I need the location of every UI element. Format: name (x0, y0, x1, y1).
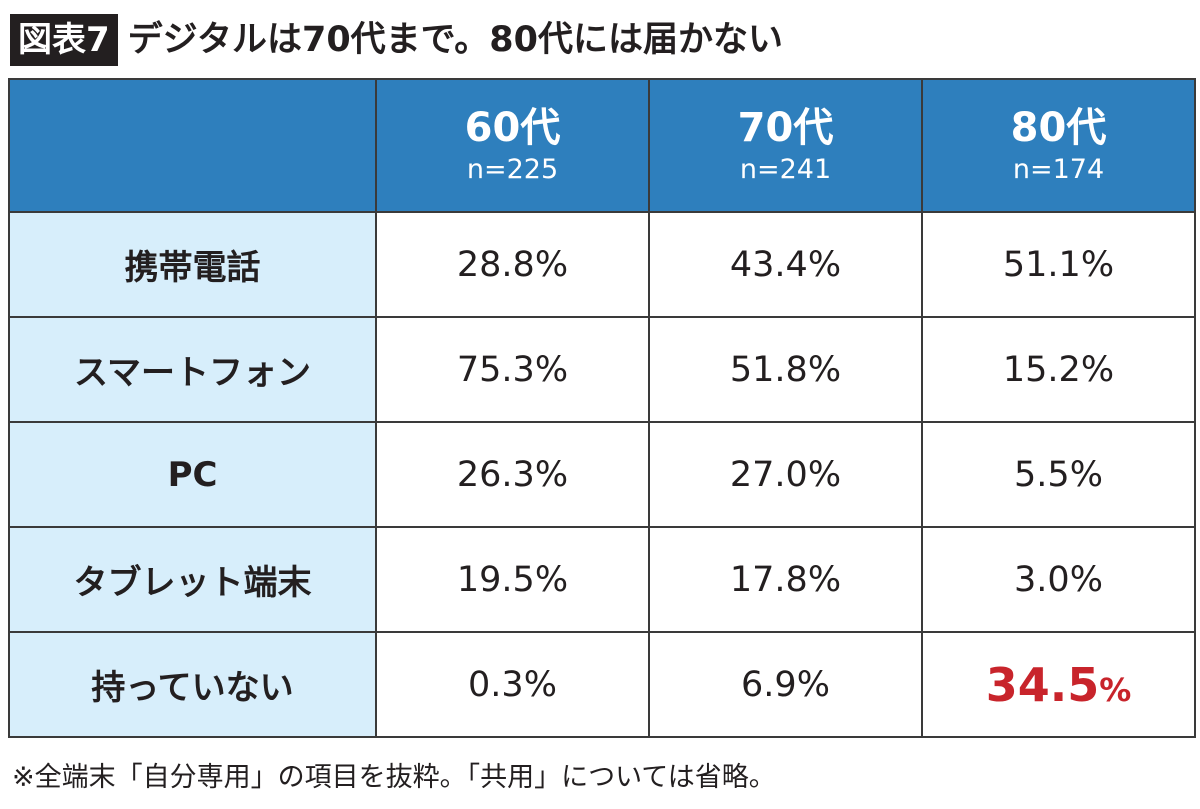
table-row: 携帯電話 28.8% 43.4% 51.1% (8, 211, 1196, 318)
percent-unit: % (1099, 670, 1132, 709)
percent-unit: % (1069, 559, 1103, 600)
column-header-80s: 80代 n=174 (921, 78, 1196, 213)
cell-value: 28.8 (456, 244, 535, 285)
cell-value: 51.8 (729, 349, 808, 390)
table-body: 携帯電話 28.8% 43.4% 51.1% スマートフォン 75.3% 51.8% 15.2… (8, 211, 1196, 738)
cell-value: 6.9 (741, 664, 797, 705)
row-label: 持っていない (8, 631, 377, 738)
row-label: 携帯電話 (8, 211, 377, 318)
percent-unit: % (534, 349, 569, 390)
value-cell-70s: 17.8% (648, 526, 923, 633)
value-cell-60s: 26.3% (375, 421, 650, 528)
cell-value: 3.0 (1014, 559, 1070, 600)
cell-value: 0.3 (468, 664, 524, 705)
row-label: タブレット端末 (8, 526, 377, 633)
value-cell-60s: 28.8% (375, 211, 650, 318)
cell-value: 26.3 (456, 454, 535, 495)
value-cell-70s: 6.9% (648, 631, 923, 738)
value-cell-60s: 0.3% (375, 631, 650, 738)
title-row: 図表7 デジタルは70代まで。80代には届かない (10, 12, 783, 68)
table-row: スマートフォン 75.3% 51.8% 15.2% (8, 316, 1196, 423)
cell-value: 17.8 (729, 559, 808, 600)
percent-unit: % (1080, 349, 1115, 390)
percent-unit: % (807, 559, 842, 600)
value-cell-80s: 5.5% (921, 421, 1196, 528)
table-row: 持っていない 0.3% 6.9% 34.5% (8, 631, 1196, 738)
table-row: タブレット端末 19.5% 17.8% 3.0% (8, 526, 1196, 633)
percent-unit: % (807, 244, 842, 285)
value-cell-60s: 75.3% (375, 316, 650, 423)
column-header-sample-size: n=174 (1012, 153, 1105, 185)
value-cell-70s: 27.0% (648, 421, 923, 528)
percent-unit: % (807, 454, 842, 495)
percent-unit: % (534, 244, 569, 285)
percent-unit: % (1069, 454, 1103, 495)
value-cell-80s: 3.0% (921, 526, 1196, 633)
value-cell-70s: 43.4% (648, 211, 923, 318)
percent-unit: % (534, 559, 569, 600)
percent-unit: % (1080, 244, 1115, 285)
percent-unit: % (807, 349, 842, 390)
cell-value: 15.2 (1002, 349, 1081, 390)
highlighted-value: 34.5 (985, 657, 1100, 712)
column-header-sample-size: n=225 (466, 153, 559, 185)
cell-value: 19.5 (456, 559, 535, 600)
row-label: PC (8, 421, 377, 528)
percent-unit: % (523, 664, 557, 705)
column-header-70s: 70代 n=241 (648, 78, 923, 213)
cell-value: 5.5 (1014, 454, 1070, 495)
footnote: ※全端末「自分専用」の項目を抜粋。「共用」については省略。 (12, 762, 776, 793)
row-label: スマートフォン (8, 316, 377, 423)
percent-unit: % (534, 454, 569, 495)
header-corner-cell (8, 78, 377, 213)
value-cell-70s: 51.8% (648, 316, 923, 423)
percent-unit: % (796, 664, 830, 705)
cell-value: 43.4 (729, 244, 808, 285)
table-header-row: 60代 n=225 70代 n=241 80代 n=174 (8, 78, 1196, 213)
cell-value: 27.0 (729, 454, 808, 495)
cell-value: 75.3 (456, 349, 535, 390)
value-cell-60s: 19.5% (375, 526, 650, 633)
column-header-60s: 60代 n=225 (375, 78, 650, 213)
value-cell-80s: 34.5% (921, 631, 1196, 738)
cell-value: 51.1 (1002, 244, 1081, 285)
figure-badge: 図表7 (10, 14, 118, 66)
column-header-label: 80代 (1010, 104, 1107, 151)
column-header-sample-size: n=241 (739, 153, 832, 185)
value-cell-80s: 15.2% (921, 316, 1196, 423)
column-header-label: 70代 (737, 104, 834, 151)
column-header-label: 60代 (464, 104, 561, 151)
data-table: 60代 n=225 70代 n=241 80代 n=174 携帯電話 28.8% 4… (8, 78, 1196, 738)
table-row: PC 26.3% 27.0% 5.5% (8, 421, 1196, 528)
value-cell-80s: 51.1% (921, 211, 1196, 318)
page-title: デジタルは70代まで。80代には届かない (127, 20, 783, 60)
